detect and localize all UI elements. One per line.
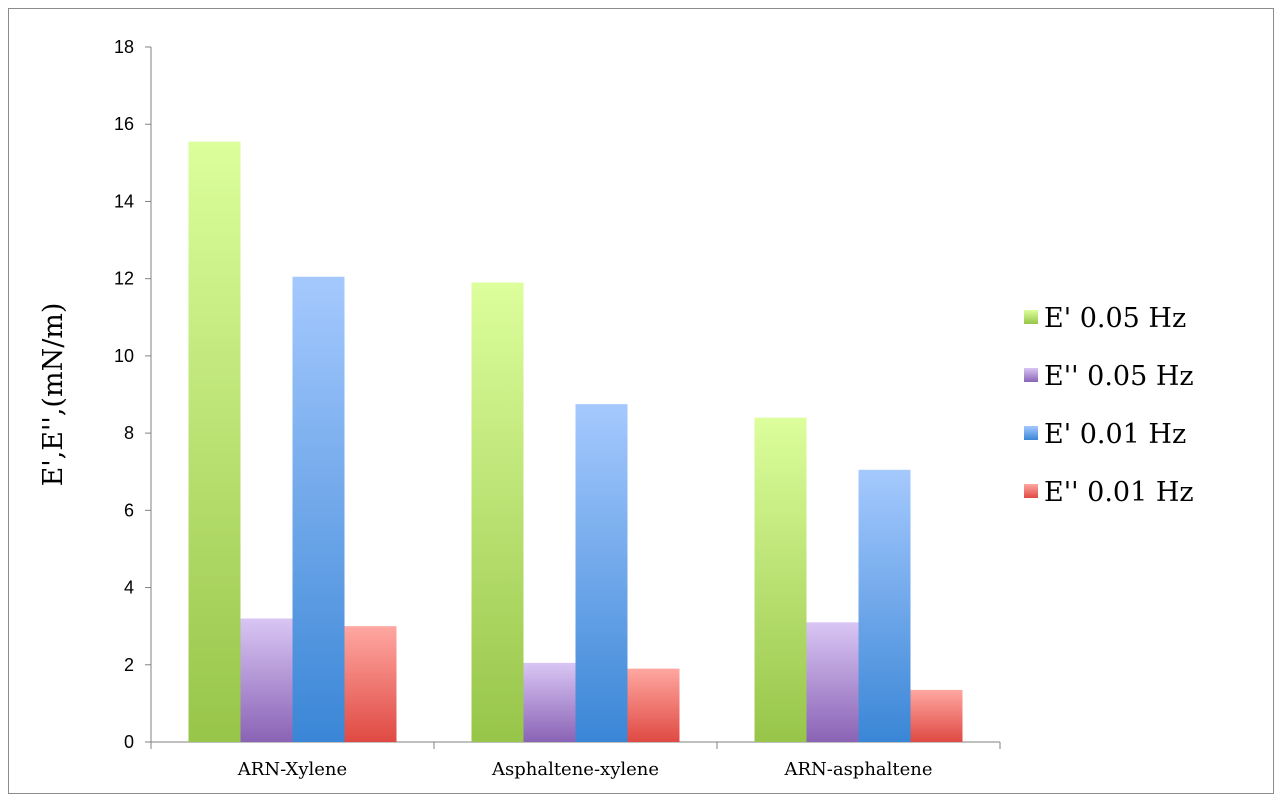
legend-label: E'' 0.05 Hz [1044,361,1194,392]
legend-swatch [1024,426,1038,440]
bar [858,469,911,742]
legend-swatch [1024,368,1038,382]
y-tick-label: 16 [114,114,134,134]
y-tick-label: 8 [124,423,134,443]
bar [292,276,345,742]
y-tick-label: 18 [114,37,134,57]
bar [240,618,293,742]
y-tick-label: 14 [114,191,134,211]
bar [627,668,680,742]
y-tick-label: 4 [124,578,134,598]
bars [188,141,963,742]
bar [806,622,859,742]
x-tick-labels: ARN-Xylene Asphaltene-xylene ARN-asphalten… [237,759,933,780]
y-tick-label: 12 [114,269,134,289]
x-tick-label: ARN-asphaltene [783,759,932,780]
legend-swatch [1024,310,1038,324]
x-tick-label: Asphaltene-xylene [491,759,659,780]
bar [188,141,241,742]
legend-swatch [1024,484,1038,498]
y-tick-label: 0 [124,732,134,752]
y-tick-label: 2 [124,655,134,675]
legend: E' 0.05 Hz E'' 0.05 Hz E' 0.01 Hz E'' 0.01 … [1024,303,1194,508]
bar [575,404,628,742]
bar [910,689,963,742]
y-axis-title: E',E'',(mN/m) [38,303,69,487]
y-tick-label: 10 [114,346,134,366]
bar [344,626,397,742]
legend-label: E' 0.01 Hz [1044,419,1186,450]
legend-label: E'' 0.01 Hz [1044,477,1194,508]
y-tick-labels: 0 2 4 6 8 10 12 14 16 18 [114,37,134,752]
y-tick-label: 6 [124,500,134,520]
bar [754,417,807,742]
bar [523,662,576,742]
x-tick-label: ARN-Xylene [237,759,347,780]
legend-label: E' 0.05 Hz [1044,303,1186,334]
bar [471,282,524,742]
